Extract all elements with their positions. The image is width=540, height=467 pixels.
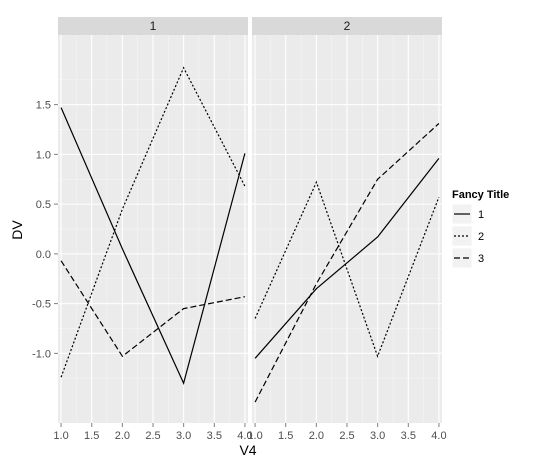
y-tick-label: 0.5 bbox=[36, 199, 51, 211]
x-tick-label: 2.5 bbox=[339, 430, 354, 442]
y-tick-label: -0.5 bbox=[32, 299, 51, 311]
panel-2: 2 bbox=[252, 17, 442, 423]
y-tick-label: 1.5 bbox=[36, 100, 51, 112]
series-line-2 bbox=[254, 180, 440, 359]
y-tick-label: 1.0 bbox=[36, 149, 51, 161]
series-line-3 bbox=[254, 123, 440, 403]
x-tick-label: 3.0 bbox=[370, 430, 385, 442]
series-line-1 bbox=[60, 107, 246, 385]
x-tick-label: 1.5 bbox=[84, 430, 99, 442]
panel-1: 1 bbox=[58, 17, 248, 423]
x-axis: 1.0 1.5 2.0 2.5 3.0 3.5 4.01.0 1.5 2.0 2.5 3.0 3.5 4… bbox=[53, 423, 447, 442]
series-line-2 bbox=[60, 66, 246, 378]
facet-strip-label: 1 bbox=[150, 19, 157, 33]
legend-item-3: 3 bbox=[451, 247, 484, 269]
y-tick-label: -1.0 bbox=[32, 348, 51, 360]
y-axis-title: DV bbox=[9, 220, 25, 240]
x-axis-title: V4 bbox=[239, 442, 256, 458]
facet-strip bbox=[252, 17, 442, 35]
legend-key-box bbox=[451, 247, 473, 269]
x-tick-label: 1.5 bbox=[278, 430, 293, 442]
x-tick-label: 3.5 bbox=[401, 430, 416, 442]
x-tick-label: 2.0 bbox=[309, 430, 324, 442]
series-line-1 bbox=[254, 158, 440, 359]
legend-label: 1 bbox=[478, 209, 484, 221]
series-line-3 bbox=[60, 260, 246, 358]
x-tick-label: 1.0 bbox=[247, 430, 262, 442]
x-tick-label: 4.0 bbox=[431, 430, 446, 442]
legend-item-1: 1 bbox=[451, 203, 484, 225]
x-tick-label: 2.5 bbox=[145, 430, 160, 442]
facet-strip-label: 2 bbox=[344, 19, 351, 33]
legend-label: 3 bbox=[478, 253, 484, 265]
facet-strip bbox=[58, 17, 248, 35]
x-tick-label: 3.0 bbox=[176, 430, 191, 442]
y-tick-label: 0.0 bbox=[36, 249, 51, 261]
legend-title: Fancy Title bbox=[452, 189, 509, 201]
legend-label: 2 bbox=[478, 231, 484, 243]
x-tick-label: 4.0 bbox=[237, 430, 252, 442]
legend: Fancy Title 1 2 3 bbox=[451, 189, 509, 269]
x-tick-label: 2.0 bbox=[115, 430, 130, 442]
legend-item-2: 2 bbox=[451, 225, 484, 247]
x-tick-label: 3.5 bbox=[207, 430, 222, 442]
y-axis: -1.0 -0.5 0.0 0.5 1.0 1.5 bbox=[32, 100, 58, 360]
x-tick-label: 1.0 bbox=[53, 430, 68, 442]
